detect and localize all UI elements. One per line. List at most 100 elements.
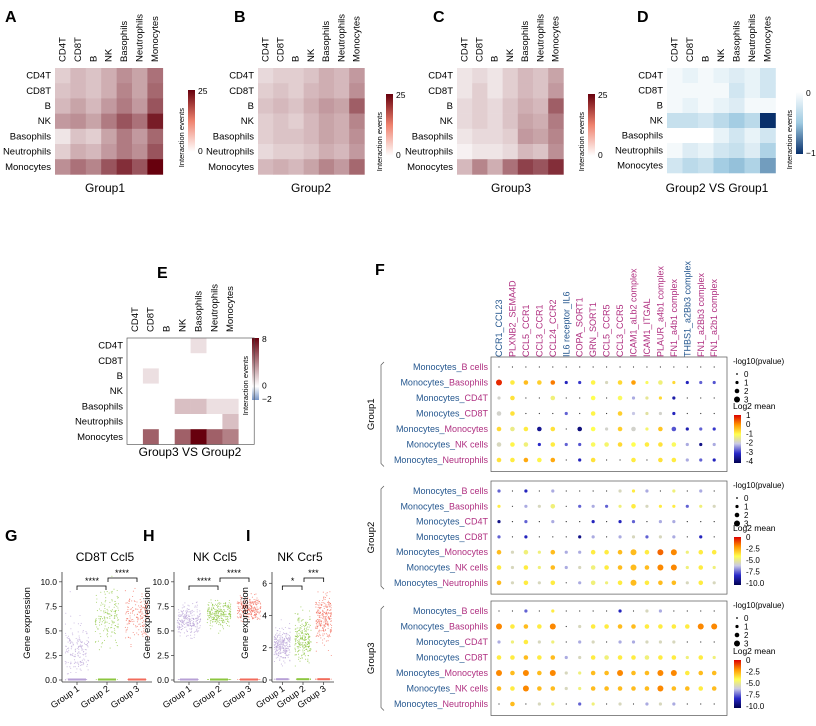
jitter-point <box>97 627 99 629</box>
jitter-point <box>87 637 89 639</box>
sig-label: **** <box>197 576 212 586</box>
jitter-point <box>255 609 257 611</box>
jitter-point <box>218 632 220 634</box>
jitter-point <box>210 619 212 622</box>
jitter-point <box>322 599 324 602</box>
pair-label: THBS1_a2Bb3 complex <box>682 260 692 357</box>
jitter-point <box>136 601 138 603</box>
jitter-point <box>279 649 282 652</box>
jitter-point <box>191 625 193 627</box>
heatmap-cell <box>158 338 175 354</box>
jitter-point <box>281 665 283 667</box>
jitter-point <box>73 662 75 664</box>
jitter-point <box>321 620 323 622</box>
dot <box>537 581 541 585</box>
dot <box>537 640 541 644</box>
heatmap-cell <box>334 113 350 130</box>
jitter-point <box>285 649 287 651</box>
jitter-point <box>113 627 115 629</box>
jitter-point <box>274 640 276 643</box>
jitter-point <box>322 611 324 613</box>
jitter-point <box>194 634 196 636</box>
color-legend-tick: -5.0 <box>746 679 760 688</box>
jitter-point <box>143 623 145 625</box>
jitter-point <box>183 616 185 618</box>
jitter-point <box>214 612 216 614</box>
jitter-point <box>298 619 300 621</box>
jitter-point <box>218 619 220 621</box>
jitter-point <box>67 651 69 653</box>
heatmap-cell <box>698 158 714 174</box>
dot <box>496 457 502 463</box>
pair-label: CCL5_CCR5 <box>602 304 612 357</box>
jitter-point <box>243 610 245 612</box>
jitter-point <box>329 591 331 593</box>
jitter-point <box>178 678 181 681</box>
heatmap-cell <box>132 144 148 160</box>
jitter-point <box>255 604 257 606</box>
jitter-point <box>328 603 330 605</box>
y-tick-label: 4 <box>262 611 267 621</box>
heatmap-cell <box>318 128 335 145</box>
jitter-point <box>100 646 102 648</box>
jitter-point <box>125 637 127 639</box>
jitter-point <box>142 630 144 632</box>
jitter-point <box>305 639 307 641</box>
jitter-point <box>192 622 194 624</box>
dot <box>510 686 515 691</box>
y-tick-label: 6 <box>262 578 267 588</box>
jitter-point <box>72 652 74 654</box>
dot <box>672 535 676 539</box>
jitter-point <box>74 648 76 650</box>
jitter-point <box>184 626 186 628</box>
jitter-point <box>178 611 180 613</box>
jitter-point <box>299 642 301 644</box>
jitter-point <box>107 627 110 629</box>
heatmap-cell <box>487 144 503 160</box>
dot <box>552 366 554 368</box>
heatmap-cell <box>457 98 473 114</box>
jitter-point <box>308 636 311 638</box>
heatmap-cell <box>222 398 239 415</box>
jitter-point <box>76 652 79 654</box>
jitter-point <box>192 617 194 619</box>
heatmap-cell <box>318 83 335 99</box>
jitter-point <box>328 604 330 606</box>
heatmap-cell <box>174 338 191 354</box>
jitter-point <box>256 597 258 599</box>
jitter-point <box>74 666 76 668</box>
legend-max-label: 25 <box>396 90 406 100</box>
dot <box>604 549 609 555</box>
dot <box>523 426 529 432</box>
jitter-point <box>316 611 318 613</box>
jitter-point <box>250 612 253 614</box>
dot <box>685 565 689 570</box>
jitter-point <box>289 645 291 647</box>
jitter-point <box>321 602 323 604</box>
jitter-point <box>304 637 307 639</box>
dot <box>592 490 594 492</box>
jitter-point <box>196 615 199 617</box>
jitter-point <box>140 608 143 610</box>
heatmap-cell <box>713 158 730 174</box>
jitter-point <box>210 616 212 618</box>
heatmap-cell <box>101 68 117 84</box>
jitter-point <box>113 588 115 590</box>
dot <box>579 610 581 612</box>
jitter-point <box>279 631 281 633</box>
jitter-point <box>316 627 318 629</box>
jitter-point <box>199 619 202 621</box>
dot <box>538 397 540 399</box>
jitter-point <box>323 630 325 632</box>
jitter-point <box>111 590 113 592</box>
jitter-point <box>228 625 230 627</box>
jitter-point <box>304 628 306 630</box>
heatmap-cell <box>457 128 473 145</box>
jitter-point <box>222 615 224 617</box>
dot <box>685 581 689 585</box>
heatmap-cell <box>682 83 699 99</box>
jitter-point <box>330 632 332 634</box>
jitter-point <box>101 618 104 620</box>
jitter-point <box>70 671 72 674</box>
jitter-point <box>283 644 285 646</box>
